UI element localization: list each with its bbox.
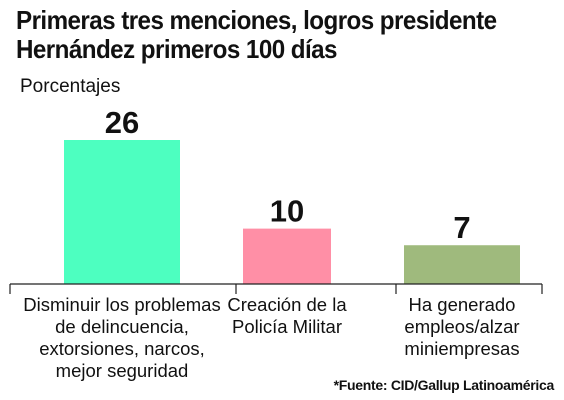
category-label-1-line-4: mejor seguridad <box>56 360 189 381</box>
unit-label: Porcentajes <box>20 76 121 97</box>
value-label-1: 26 <box>105 105 139 140</box>
category-label-3-line-1: Ha generado <box>409 294 516 315</box>
bar-3 <box>404 245 520 284</box>
category-label-3-line-2: empleos/alzar <box>404 316 519 337</box>
category-label-2-line-1: Creación de la <box>227 294 347 315</box>
category-label-1-line-1: Disminuir los problemas <box>23 294 220 315</box>
value-label-2: 10 <box>270 194 304 229</box>
category-label-2-line-2: Policía Militar <box>232 316 342 337</box>
category-label-3-line-3: miniempresas <box>404 338 519 359</box>
value-label-3: 7 <box>453 210 470 245</box>
bar-1 <box>64 140 180 284</box>
bar-2 <box>243 228 331 284</box>
chart-title: Primeras tres menciones, logros presiden… <box>16 6 518 64</box>
chart-title-line-2: Hernández primeros 100 días <box>16 34 337 64</box>
chart-title-line-1: Primeras tres menciones, logros presiden… <box>16 5 497 35</box>
category-label-1-line-3: extorsiones, narcos, <box>39 338 205 359</box>
category-label-1-line-2: de delincuencia, <box>55 316 189 337</box>
source-note: *Fuente: CID/Gallup Latinoamérica <box>333 377 555 393</box>
